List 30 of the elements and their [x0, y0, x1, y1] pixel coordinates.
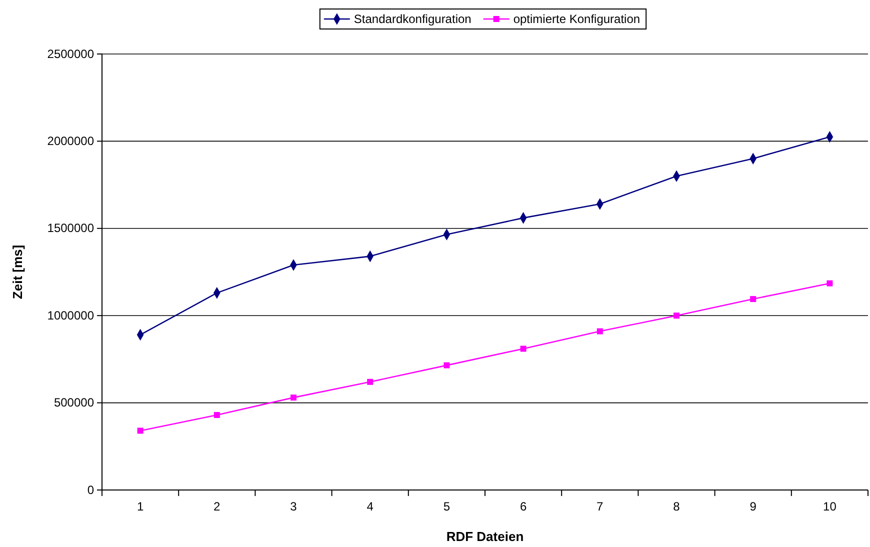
point	[520, 346, 526, 352]
x-tick-label: 4	[366, 500, 374, 514]
y-tick-label: 2500000	[47, 46, 94, 61]
point	[750, 296, 756, 302]
y-tick-label: 2000000	[47, 134, 94, 148]
x-tick-label: 5	[443, 500, 450, 514]
point	[444, 362, 450, 368]
point	[290, 394, 296, 401]
legend-label: optimierte Konfiguration	[513, 12, 640, 26]
point	[137, 428, 144, 434]
x-tick-label: 9	[750, 500, 757, 514]
x-tick-label: 8	[673, 500, 680, 514]
y-tick-label: 1500000	[47, 221, 94, 236]
y-tick-label: 0	[87, 482, 94, 497]
point	[214, 412, 220, 418]
point	[596, 328, 603, 334]
y-tick-label: 1000000	[47, 308, 94, 322]
x-axis-title: RDF Dateien	[446, 529, 524, 544]
x-tick-label: 10	[823, 500, 837, 514]
y-axis-title: Zeit [ms]	[10, 244, 25, 300]
x-tick-label: 7	[596, 500, 604, 514]
point	[826, 280, 833, 286]
point	[367, 378, 374, 385]
x-tick-label: 6	[520, 500, 527, 514]
point	[674, 312, 680, 319]
x-tick-label: 1	[136, 500, 144, 514]
x-tick-label: 3	[290, 500, 298, 514]
legend-label: Standardkonfiguration	[354, 12, 472, 26]
y-tick-label: 500000	[54, 396, 94, 410]
x-tick-label: 2	[214, 500, 221, 514]
